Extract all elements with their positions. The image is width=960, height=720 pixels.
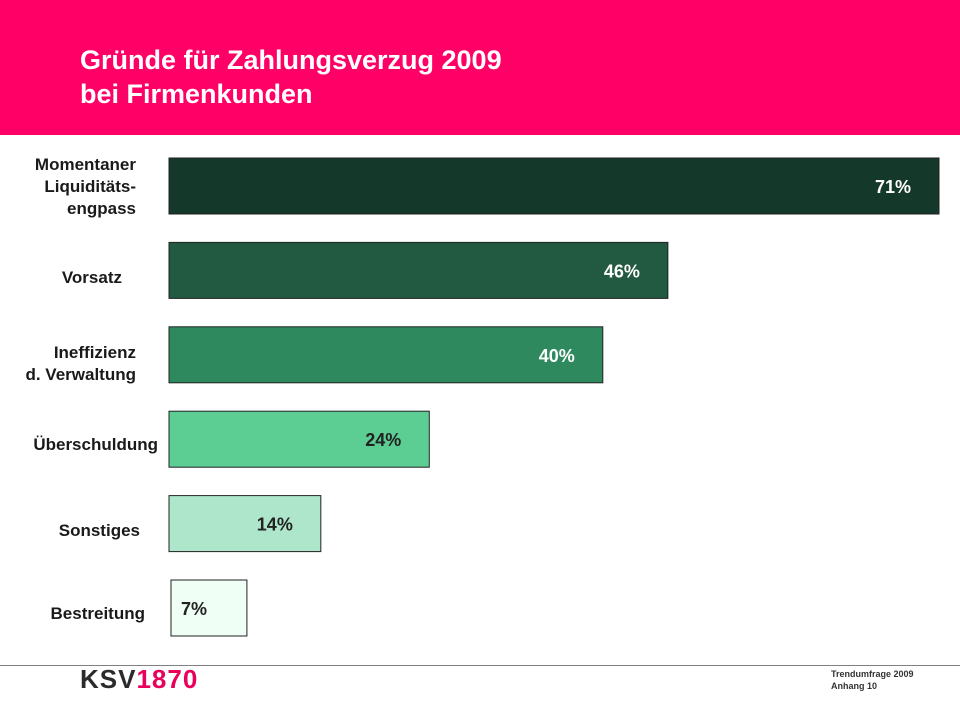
bar-value-label-2: 40% (539, 346, 575, 366)
bar-value-label-4: 14% (257, 515, 293, 535)
category-label-line: Überschuldung (33, 435, 158, 454)
bar-value-label-1: 46% (604, 261, 640, 281)
bar-1 (168, 241, 669, 299)
category-label-line: engpass (67, 199, 136, 218)
category-label-3: Überschuldung (33, 435, 158, 454)
category-label-5: Bestreitung (51, 604, 145, 623)
header-banner: Gründe für Zahlungsverzug 2009 bei Firme… (0, 0, 960, 135)
category-label-line: Momentaner (35, 155, 136, 174)
bar-value-label-5: 7% (181, 599, 207, 619)
page-title: Gründe für Zahlungsverzug 2009 bei Firme… (80, 43, 502, 111)
footer-note: Trendumfrage 2009 Anhang 10 (831, 668, 914, 692)
category-label-2: Ineffizienz d. Verwaltung (25, 343, 136, 384)
category-label-line: Vorsatz (62, 268, 122, 287)
bar-value-label-0: 71% (875, 177, 911, 197)
category-label-line: Bestreitung (51, 604, 145, 623)
title-line-1: Gründe für Zahlungsverzug 2009 (80, 45, 502, 75)
category-label-1: Vorsatz (62, 268, 122, 287)
bar-4 (168, 495, 322, 553)
category-label-0: Momentaner Liquiditäts-engpass (35, 155, 136, 218)
bar-0 (168, 157, 940, 215)
title-line-2: bei Firmenkunden (80, 79, 313, 109)
bar-chart: 71% Momentaner Liquiditäts-engpass 46% Vorsa… (25, 155, 940, 637)
category-label-line: Liquiditäts- (44, 177, 136, 196)
bar-5 (170, 579, 248, 637)
category-label-line: Ineffizienz (54, 343, 136, 362)
category-label-line: d. Verwaltung (25, 365, 136, 384)
bar-value-label-3: 24% (365, 430, 401, 450)
bar-2 (168, 326, 604, 384)
ksv-logo: KSV1870 (80, 666, 198, 692)
footer-note-line-2: Anhang 10 (831, 681, 878, 691)
footer-divider (0, 665, 960, 666)
logo-year: 1870 (136, 664, 199, 694)
category-label-line: Sonstiges (59, 521, 140, 540)
bar-3 (168, 410, 430, 468)
category-label-4: Sonstiges (59, 521, 140, 540)
logo-text: KSV (80, 664, 137, 694)
footer-note-line-1: Trendumfrage 2009 (831, 669, 914, 679)
